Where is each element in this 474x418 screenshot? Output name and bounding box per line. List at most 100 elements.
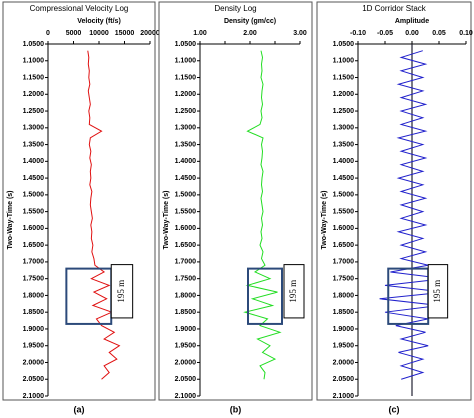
y-tick-label: 1.7000 — [333, 259, 355, 266]
x-tick-label: 3.00 — [293, 30, 307, 37]
panel-label: (b) — [230, 404, 242, 414]
x-axis-label: Density (gm/cc) — [224, 18, 276, 25]
y-tick-label: 1.2000 — [23, 91, 45, 98]
y-tick-label: 1.7000 — [23, 259, 45, 266]
y-axis-label: Two-Way-Time (s) — [163, 191, 170, 250]
y-tick-label: 1.9000 — [175, 326, 197, 333]
chart-title: 1D Corridor Stack — [362, 4, 427, 13]
y-tick-label: 1.0500 — [23, 41, 45, 48]
annotation: 195 m — [288, 280, 298, 303]
y-tick-label: 1.6500 — [175, 242, 197, 249]
y-tick-label: 1.0500 — [333, 41, 355, 48]
y-tick-label: 1.3000 — [23, 125, 45, 132]
y-tick-label: 1.3500 — [175, 141, 197, 148]
y-tick-label: 1.1000 — [23, 58, 45, 65]
y-tick-label: 1.9000 — [333, 326, 355, 333]
y-tick-label: 2.0500 — [175, 376, 197, 383]
x-tick-label: 20000 — [140, 30, 160, 37]
y-tick-label: 1.9500 — [23, 343, 45, 350]
x-axis-label: Velocity (ft/s) — [77, 18, 121, 25]
y-tick-label: 1.8000 — [333, 292, 355, 299]
x-tick-label: 2.00 — [243, 30, 257, 37]
y-tick-label: 1.1500 — [333, 74, 355, 81]
y-tick-label: 1.7500 — [175, 276, 197, 283]
log-trace — [243, 50, 282, 380]
x-tick-label: 0.05 — [432, 30, 446, 37]
y-tick-label: 1.6500 — [333, 242, 355, 249]
y-tick-label: 1.0500 — [175, 41, 197, 48]
panel-label: (a) — [74, 404, 85, 414]
highlight-box — [247, 267, 283, 325]
y-tick-label: 2.0500 — [23, 376, 45, 383]
y-tick-label: 1.2500 — [175, 108, 197, 115]
y-tick-label: 1.4500 — [333, 175, 355, 182]
y-tick-label: 2.1000 — [23, 393, 45, 400]
y-tick-label: 1.5500 — [175, 208, 197, 215]
y-tick-label: 1.7000 — [175, 259, 197, 266]
y-tick-label: 1.6000 — [175, 225, 197, 232]
annotation: 195 m — [116, 280, 126, 303]
panel-frame — [158, 1, 313, 401]
y-tick-label: 1.3500 — [333, 141, 355, 148]
y-tick-label: 1.2500 — [333, 108, 355, 115]
y-tick-label: 1.1500 — [175, 74, 197, 81]
chart-title: Compressional Velocity Log — [30, 4, 129, 13]
y-tick-label: 1.5500 — [23, 208, 45, 215]
chart-title: Density Log — [214, 4, 256, 13]
y-tick-label: 1.2000 — [175, 91, 197, 98]
y-tick-label: 1.5000 — [175, 192, 197, 199]
x-tick-label: 1.00 — [193, 30, 207, 37]
y-tick-label: 1.4000 — [23, 158, 45, 165]
y-tick-label: 1.1000 — [333, 58, 355, 65]
y-axis-label: Two-Way-Time (s) — [7, 191, 14, 250]
x-tick-label: 0.00 — [405, 30, 419, 37]
y-tick-label: 1.1000 — [175, 58, 197, 65]
y-tick-label: 1.6000 — [333, 225, 355, 232]
annotation-box — [427, 264, 449, 319]
y-tick-label: 1.9500 — [333, 343, 355, 350]
y-tick-label: 1.1500 — [23, 74, 45, 81]
y-tick-label: 2.0000 — [333, 359, 355, 366]
y-tick-label: 1.4000 — [175, 158, 197, 165]
y-tick-label: 1.9000 — [23, 326, 45, 333]
log-trace — [87, 50, 121, 380]
y-tick-label: 2.0500 — [333, 376, 355, 383]
y-tick-label: 2.0000 — [175, 359, 197, 366]
y-tick-label: 1.2500 — [23, 108, 45, 115]
y-tick-label: 1.3000 — [175, 125, 197, 132]
y-tick-label: 1.8500 — [175, 309, 197, 316]
y-tick-label: 1.5500 — [333, 208, 355, 215]
y-tick-label: 1.3000 — [333, 125, 355, 132]
y-tick-label: 1.5000 — [333, 192, 355, 199]
y-tick-label: 2.1000 — [333, 393, 355, 400]
y-tick-label: 1.8000 — [23, 292, 45, 299]
x-tick-label: -0.05 — [377, 30, 393, 37]
panel-frame — [316, 1, 472, 401]
x-tick-label: 5000 — [66, 30, 82, 37]
y-tick-label: 1.6500 — [23, 242, 45, 249]
y-tick-label: 1.6000 — [23, 225, 45, 232]
y-tick-label: 1.4500 — [175, 175, 197, 182]
y-tick-label: 1.5000 — [23, 192, 45, 199]
panel-label: (c) — [389, 404, 400, 414]
y-tick-label: 1.8500 — [23, 309, 45, 316]
y-tick-label: 1.7500 — [23, 276, 45, 283]
y-tick-label: 1.2000 — [333, 91, 355, 98]
y-tick-label: 1.8000 — [175, 292, 197, 299]
x-tick-label: -0.10 — [350, 30, 366, 37]
y-tick-label: 1.4000 — [333, 158, 355, 165]
x-axis-label: Amplitude — [395, 18, 429, 25]
y-tick-label: 1.9500 — [175, 343, 197, 350]
y-tick-label: 2.1000 — [175, 393, 197, 400]
x-tick-label: 0.10 — [459, 30, 473, 37]
y-axis-label: Two-Way-Time (s) — [321, 191, 328, 250]
y-tick-label: 1.8500 — [333, 309, 355, 316]
annotation: 195 m — [432, 280, 442, 303]
x-tick-label: 0 — [46, 30, 50, 37]
panel-frame — [2, 1, 156, 401]
y-tick-label: 2.0000 — [23, 359, 45, 366]
x-tick-label: 10000 — [89, 30, 109, 37]
annotation-box — [283, 264, 305, 319]
x-tick-label: 15000 — [115, 30, 135, 37]
